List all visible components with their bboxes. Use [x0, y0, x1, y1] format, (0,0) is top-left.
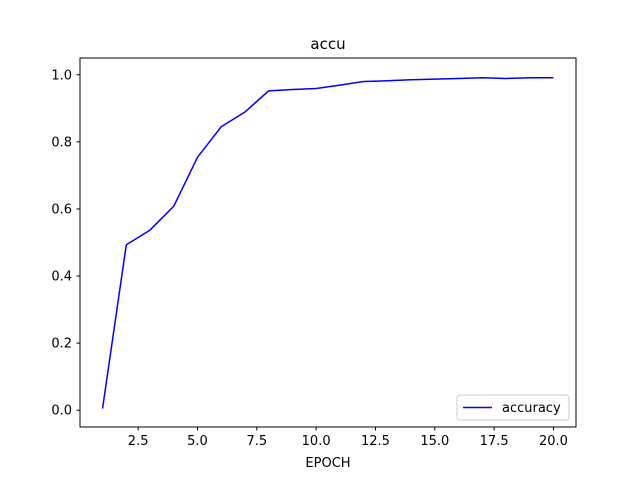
- legend: accuracy: [456, 394, 570, 421]
- x-tick-label: 20.0: [539, 434, 568, 449]
- x-tick-label: 15.0: [420, 434, 449, 449]
- x-axis-title: EPOCH: [305, 456, 350, 471]
- x-tick-label: 5.0: [187, 434, 208, 449]
- y-tick-label: 0.6: [51, 202, 72, 217]
- y-tick-label: 0.4: [51, 270, 72, 285]
- x-tick-label: 2.5: [128, 434, 149, 449]
- series-line-accuracy: [101, 77, 554, 409]
- chart-title: accu: [310, 35, 345, 53]
- y-tick-label: 0.2: [51, 337, 72, 352]
- lines-layer: [101, 77, 554, 409]
- ticks-layer: 2.5 5.0 7.5 10.0 12.5 15.0 17.5 20.0 0.0 0.2 0.4 0.…: [51, 68, 568, 449]
- legend-box: [456, 394, 570, 421]
- y-tick-label: 0.0: [51, 404, 72, 419]
- x-tick-label: 7.5: [246, 434, 267, 449]
- x-tick-label: 17.5: [480, 434, 509, 449]
- x-tick-label: 12.5: [361, 434, 390, 449]
- legend-label: accuracy: [502, 401, 561, 416]
- y-tick-label: 0.8: [51, 135, 72, 150]
- x-tick-label: 10.0: [302, 434, 331, 449]
- y-tick-label: 1.0: [51, 68, 72, 83]
- plot-area-frame: [79, 57, 577, 428]
